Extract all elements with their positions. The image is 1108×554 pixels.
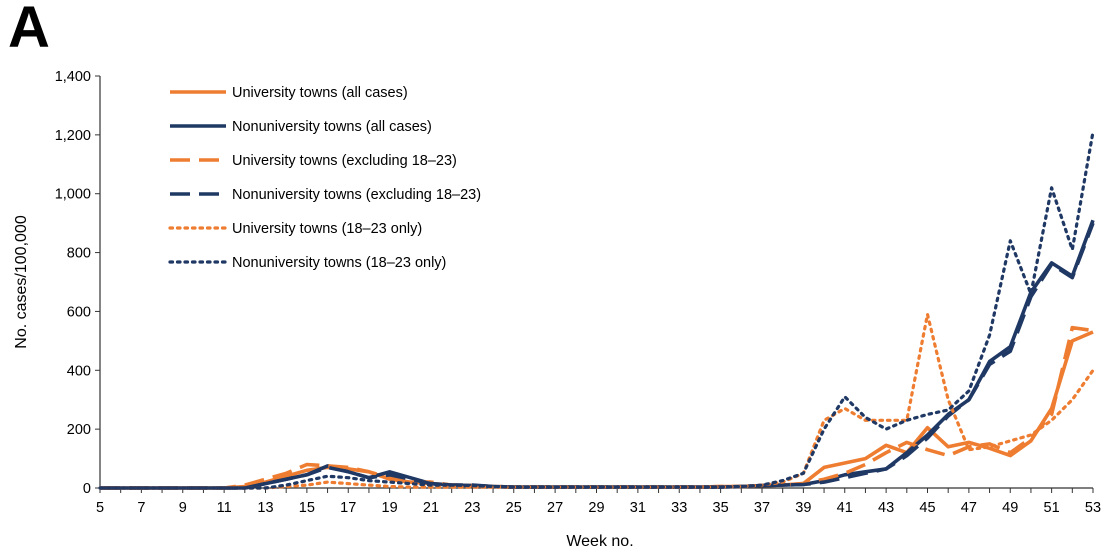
x-tick-label: 13	[257, 500, 273, 516]
axes: 0 200 400 600 800 1,000 1,200 1,400 5 7 9 11 13 15 17 1…	[55, 69, 1101, 516]
y-tick-label: 200	[67, 422, 91, 438]
x-tick-label: 43	[878, 500, 894, 516]
y-tick-label: 400	[67, 363, 91, 379]
x-tick-label: 7	[137, 500, 145, 516]
y-tick-label: 1,200	[55, 128, 91, 144]
x-tick-label: 37	[754, 500, 770, 516]
series-line-3	[100, 325, 1094, 490]
x-tick-label: 11	[217, 500, 232, 516]
x-tick-label: 41	[837, 500, 853, 516]
x-tick-label: 49	[1002, 500, 1018, 516]
legend-label: Nonuniversity towns (all cases)	[232, 119, 432, 135]
legend: University towns (all cases) Nonuniversit…	[168, 85, 481, 271]
series-line-5	[98, 312, 1095, 490]
y-tick-label: 1,000	[55, 187, 91, 203]
x-tick-label: 15	[299, 500, 315, 516]
x-tick-label: 25	[506, 500, 522, 516]
legend-label: Nonuniversity towns (18–23 only)	[232, 255, 446, 271]
legend-label: University towns (18–23 only)	[232, 221, 422, 237]
x-tick-label: 9	[179, 500, 187, 516]
x-tick-label: 31	[630, 500, 646, 516]
x-tick-label: 39	[795, 500, 811, 516]
x-tick-label: 51	[1044, 500, 1060, 516]
legend-label: Nonuniversity towns (excluding 18–23)	[232, 187, 481, 203]
y-axis-title: No. cases/100,000	[13, 215, 30, 349]
x-tick-label: 17	[340, 500, 356, 516]
x-tick-label: 29	[588, 500, 604, 516]
x-tick-label: 33	[671, 500, 687, 516]
y-tick-label: 600	[67, 304, 91, 320]
legend-label: University towns (all cases)	[232, 85, 408, 101]
series-group	[98, 130, 1095, 490]
x-tick-label: 21	[423, 500, 439, 516]
x-tick-label: 35	[713, 500, 729, 516]
x-tick-label: 47	[961, 500, 977, 516]
series-line-6	[98, 130, 1095, 490]
x-tick-label: 19	[382, 500, 398, 516]
panel-label: A	[8, 0, 50, 60]
x-tick-label: 27	[547, 500, 563, 516]
x-axis-title: Week no.	[566, 533, 633, 550]
y-tick-label: 0	[83, 481, 91, 497]
x-tick-label: 45	[919, 500, 935, 516]
y-tick-label: 1,400	[55, 69, 91, 85]
legend-label: University towns (excluding 18–23)	[232, 153, 457, 169]
x-tick-label: 53	[1085, 500, 1101, 516]
x-tick-label: 23	[464, 500, 480, 516]
x-tick-label: 5	[96, 500, 104, 516]
y-tick-label: 800	[67, 246, 91, 262]
